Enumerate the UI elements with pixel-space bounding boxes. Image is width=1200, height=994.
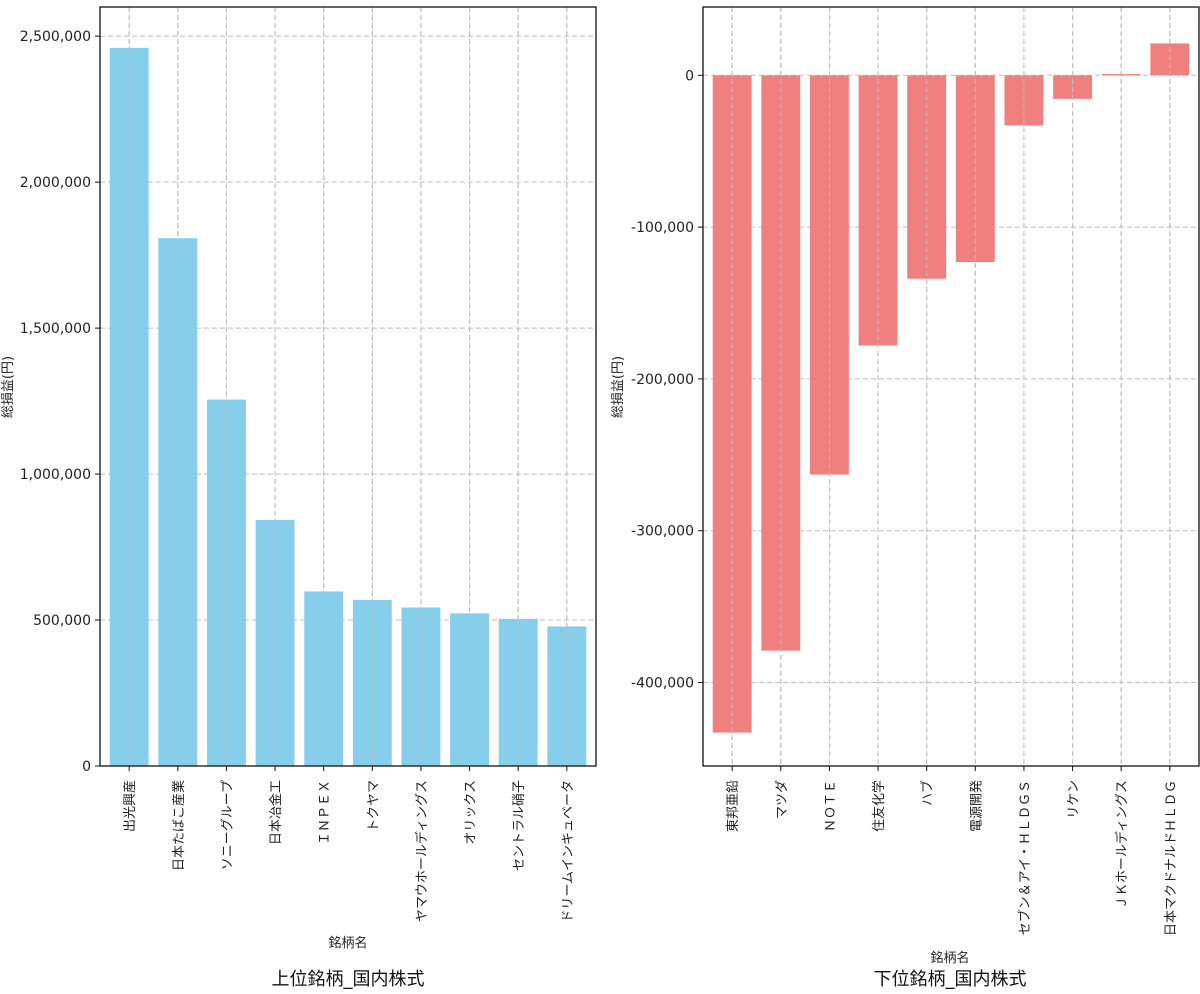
x-tick-label: セントラル硝子 bbox=[512, 780, 527, 871]
x-tick-label: セブン＆アイ・ＨＬＤＧＳ bbox=[1017, 780, 1033, 935]
x-tick-label: 住友化学 bbox=[871, 780, 887, 832]
bar bbox=[158, 238, 198, 767]
x-tick-label: ヤマウホールディングス bbox=[414, 780, 430, 922]
y-tick-label: 0 bbox=[82, 759, 91, 775]
y-tick-label: 2,000,000 bbox=[20, 175, 91, 191]
y-tick-label: -300,000 bbox=[631, 524, 694, 540]
x-axis-label: 銘柄名 bbox=[930, 950, 969, 966]
x-tick-label: ＮＯＴＥ bbox=[823, 780, 838, 832]
top-stocks-chart: 上位銘柄_国内株式 銘柄名 総損益(円) 0 500,000 1,000,000 1,… bbox=[1, 6, 597, 990]
x-tick-label: 日本冶金工 bbox=[268, 780, 284, 845]
y-tick-label: 1,500,000 bbox=[20, 321, 91, 337]
x-tick-label: オリックス bbox=[464, 780, 479, 845]
x-tick-label: ソニーグループ bbox=[220, 780, 235, 870]
x-tick-label: 日本たばこ産業 bbox=[171, 780, 187, 871]
y-tick-label: -200,000 bbox=[631, 372, 694, 388]
y-tick-label: -400,000 bbox=[631, 676, 694, 692]
x-tick-label: ハブ bbox=[920, 780, 936, 806]
y-tick-label: 2,500,000 bbox=[20, 29, 91, 45]
y-axis-label: 総損益(円) bbox=[1, 356, 16, 418]
plot-frame bbox=[702, 6, 1200, 767]
bottom-stocks-chart: 下位銘柄_国内株式 銘柄名 総損益(円) -400,000 -300,000 -20… bbox=[611, 6, 1200, 990]
y-tick-label: 500,000 bbox=[33, 613, 91, 629]
x-tick-label: ＩＮＰＥＸ bbox=[318, 780, 333, 845]
y-tick-label: 1,000,000 bbox=[20, 467, 91, 483]
x-tick-label: 日本マクドナルドＨＬＤＧ bbox=[1164, 780, 1179, 936]
x-tick-label: トクヤマ bbox=[366, 780, 381, 832]
x-tick-label: 東邦亜鉛 bbox=[725, 780, 741, 832]
chart-title: 下位銘柄_国内株式 bbox=[874, 969, 1027, 990]
x-tick-label: マツダ bbox=[775, 780, 790, 819]
x-tick-label: リケン bbox=[1067, 780, 1082, 819]
x-tick-label: 出光興産 bbox=[122, 780, 138, 832]
chart-title: 上位銘柄_国内株式 bbox=[272, 969, 425, 990]
x-tick-label: 電源開発 bbox=[969, 780, 984, 832]
y-axis-label: 総損益(円) bbox=[611, 356, 626, 418]
plot-frame bbox=[99, 6, 597, 767]
x-tick-label: ドリームインキュベータ bbox=[561, 780, 576, 923]
x-tick-label: ＪＫホールディングス bbox=[1114, 780, 1130, 909]
y-tick-label: 0 bbox=[685, 68, 694, 84]
x-axis-label: 銘柄名 bbox=[328, 935, 367, 951]
y-tick-label: -100,000 bbox=[631, 220, 694, 236]
